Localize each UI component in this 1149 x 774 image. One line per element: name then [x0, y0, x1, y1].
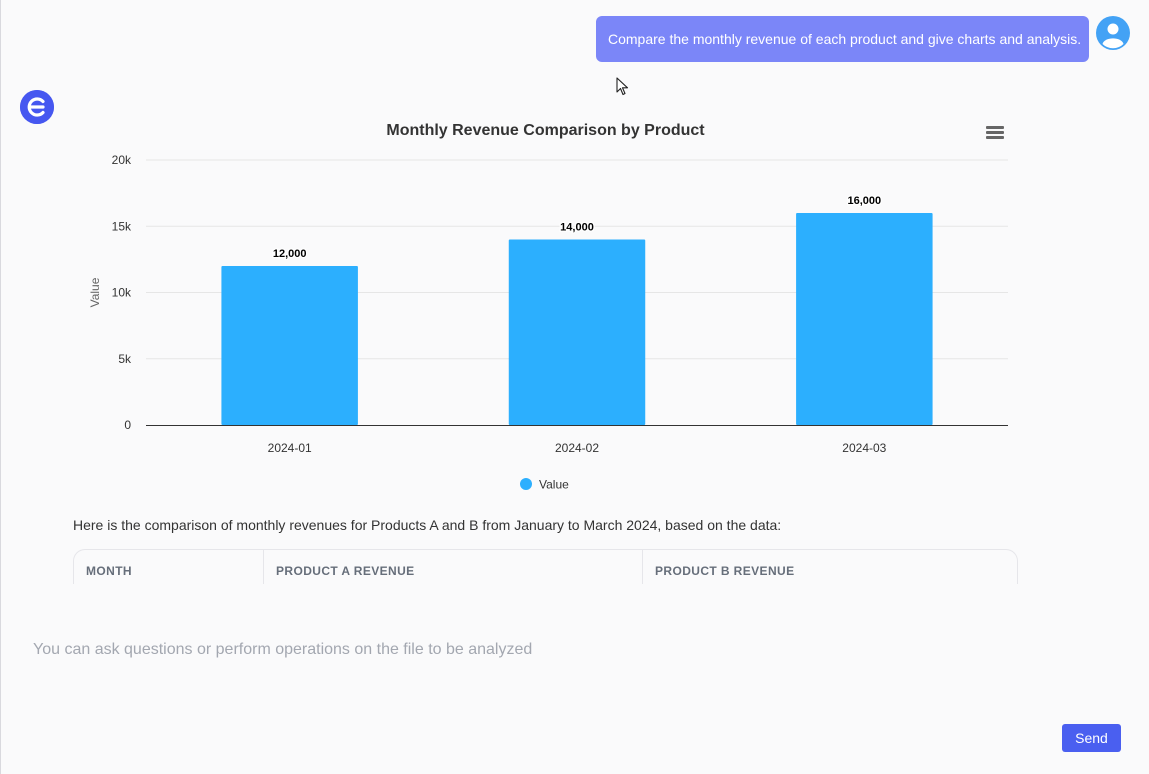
- cursor-icon: [616, 77, 629, 96]
- legend-marker: [520, 478, 532, 490]
- table-header-month: MONTH: [74, 550, 264, 584]
- frame-border: [0, 0, 1, 774]
- data-label: 12,000: [273, 248, 307, 260]
- table-header-product-b: PRODUCT B REVENUE: [655, 564, 795, 578]
- table-header-product-a: PRODUCT A REVENUE: [264, 550, 643, 584]
- data-label: 16,000: [848, 195, 882, 207]
- user-message-bubble: Compare the monthly revenue of each prod…: [596, 16, 1089, 62]
- x-tick-label: 2024-02: [555, 441, 599, 455]
- analysis-intro: Here is the comparison of monthly revenu…: [73, 517, 782, 533]
- y-tick-label: 0: [124, 418, 131, 432]
- bot-logo-icon: [20, 90, 54, 124]
- bot-avatar: [20, 90, 54, 124]
- y-tick-label: 15k: [112, 219, 132, 233]
- user-icon: [1097, 17, 1129, 49]
- y-tick-label: 20k: [112, 153, 132, 167]
- bar-2024-01: [221, 266, 358, 425]
- revenue-table: MONTH PRODUCT A REVENUE PRODUCT B REVENU…: [73, 549, 1018, 584]
- data-label: 14,000: [560, 222, 594, 234]
- chart-title: Monthly Revenue Comparison by Product: [386, 122, 705, 139]
- chat-input[interactable]: [33, 638, 1033, 662]
- bar-2024-02: [508, 239, 646, 425]
- chart-menu-icon[interactable]: [986, 126, 1004, 140]
- revenue-chart: 0 5k 10k 15k 20k Value 12,000 2024-01 14,000 2024…: [73, 110, 1018, 500]
- chart-canvas: 0 5k 10k 15k 20k Value 12,000 2024-01 14,000 2024…: [88, 153, 1008, 492]
- legend-label: Value: [539, 478, 569, 492]
- x-tick-label: 2024-03: [842, 441, 886, 455]
- y-tick-label: 10k: [112, 286, 132, 300]
- y-axis-title: Value: [88, 277, 102, 307]
- y-tick-label: 5k: [118, 352, 132, 366]
- bar-2024-03: [796, 213, 933, 425]
- user-avatar: [1096, 16, 1130, 50]
- send-button[interactable]: Send: [1062, 724, 1121, 752]
- x-tick-label: 2024-01: [268, 441, 312, 455]
